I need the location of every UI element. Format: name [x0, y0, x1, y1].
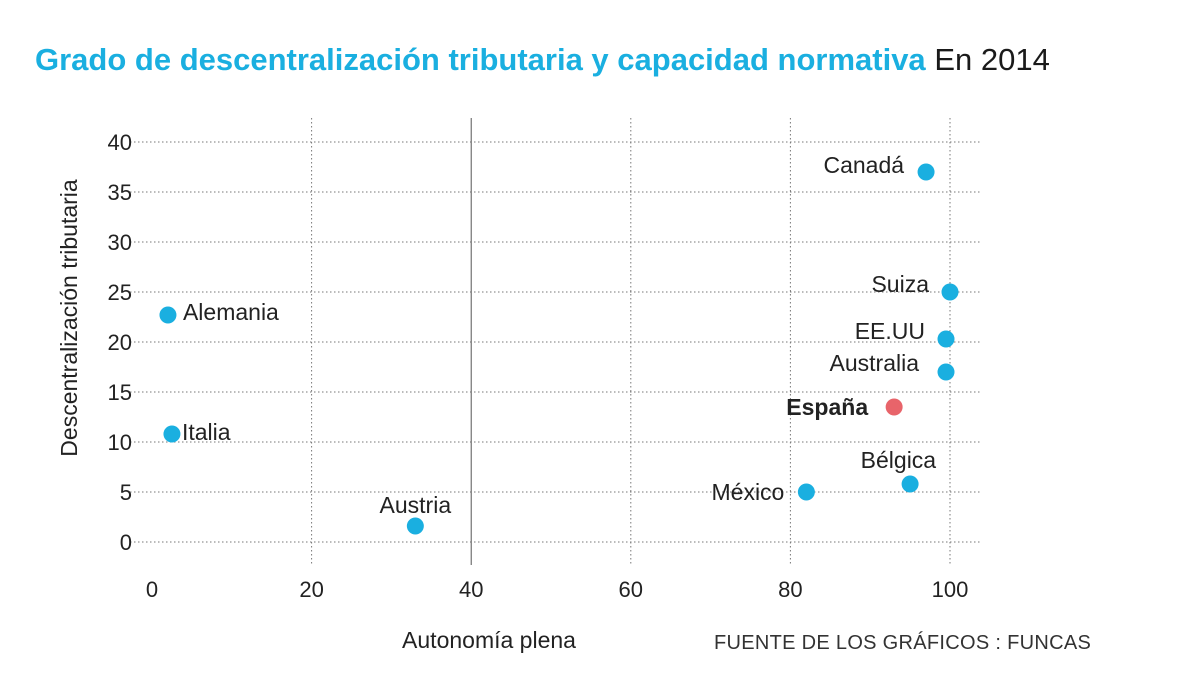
x-tick-label: 0	[146, 577, 158, 602]
y-axis-ticks: 0 5 10 15 20 25 30 35 40	[108, 130, 132, 555]
x-tick-label: 40	[459, 577, 483, 602]
point-canada	[917, 163, 935, 181]
point-label-italia: Italia	[182, 419, 231, 445]
point-label-espana: España	[786, 394, 868, 420]
chart-main-title: Grado de descentralización tributaria y …	[35, 42, 926, 77]
x-axis-ticks: 0 20 40 60 80 100	[146, 577, 968, 602]
x-tick-label: 60	[619, 577, 643, 602]
point-mexico	[797, 483, 815, 501]
point-label-australia: Australia	[830, 350, 920, 376]
point-ee-uu	[937, 330, 955, 348]
point-austria	[406, 517, 424, 535]
point-label-alemania: Alemania	[183, 299, 279, 325]
point-label-mexico: México	[712, 479, 785, 505]
y-tick-label: 25	[108, 280, 132, 305]
y-axis-title: Descentralización tributaria	[56, 179, 82, 457]
point-suiza	[941, 283, 959, 301]
y-tick-label: 30	[108, 230, 132, 255]
x-axis-title: Autonomía plena	[402, 627, 576, 653]
point-label-belgica: Bélgica	[861, 447, 937, 473]
chart-title: Grado de descentralización tributaria y …	[35, 42, 1050, 78]
x-tick-label: 100	[932, 577, 969, 602]
x-tick-label: 80	[778, 577, 802, 602]
y-tick-label: 40	[108, 130, 132, 155]
y-tick-label: 0	[120, 530, 132, 555]
data-points: Canadá Suiza Alemania EE.UU Australia España I…	[159, 152, 959, 535]
y-tick-label: 10	[108, 430, 132, 455]
point-label-austria: Austria	[380, 492, 452, 518]
y-tick-label: 15	[108, 380, 132, 405]
y-tick-label: 20	[108, 330, 132, 355]
source-note: FUENTE DE LOS GRÁFICOS : FUNCAS	[714, 632, 1092, 654]
point-australia	[937, 363, 955, 381]
y-tick-label: 35	[108, 180, 132, 205]
point-italia	[163, 425, 181, 443]
point-label-suiza: Suiza	[871, 271, 929, 297]
grid-lines	[130, 118, 980, 565]
point-alemania	[159, 306, 177, 324]
x-tick-label: 20	[299, 577, 323, 602]
point-label-ee-uu: EE.UU	[855, 318, 925, 344]
point-belgica	[901, 475, 919, 493]
chart-subtitle: En 2014	[934, 42, 1050, 77]
point-label-canada: Canadá	[823, 152, 904, 178]
y-tick-label: 5	[120, 480, 132, 505]
point-espana	[885, 398, 903, 416]
